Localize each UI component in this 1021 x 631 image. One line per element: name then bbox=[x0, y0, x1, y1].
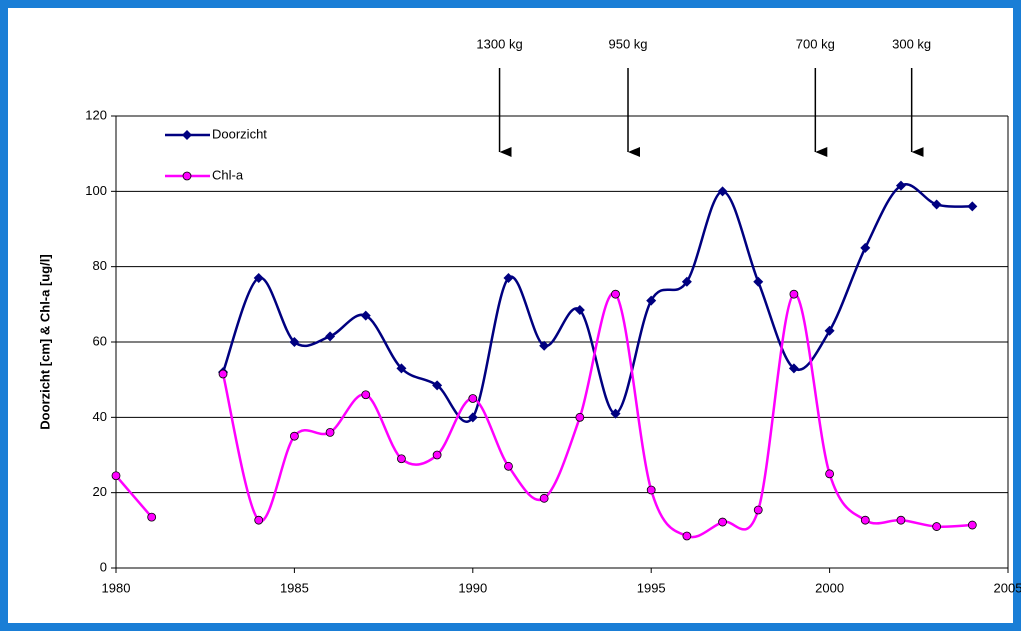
point bbox=[111, 471, 121, 481]
point bbox=[718, 517, 727, 527]
point bbox=[788, 363, 799, 374]
y-tick-label: 100 bbox=[85, 183, 107, 198]
point bbox=[825, 469, 834, 479]
point bbox=[574, 304, 585, 315]
point bbox=[397, 454, 406, 464]
annotation-label: 700 kg bbox=[796, 36, 835, 51]
point bbox=[218, 369, 228, 379]
legend-marker bbox=[182, 171, 192, 181]
legend-label: Doorzicht bbox=[212, 126, 267, 141]
point bbox=[753, 276, 764, 287]
point bbox=[289, 431, 299, 441]
point bbox=[503, 272, 514, 283]
point bbox=[539, 340, 550, 351]
y-tick-label: 40 bbox=[93, 409, 107, 424]
point bbox=[860, 242, 871, 253]
point bbox=[432, 380, 443, 391]
point bbox=[467, 412, 478, 423]
y-tick-label: 20 bbox=[93, 484, 107, 499]
series-line bbox=[221, 183, 973, 423]
y-tick-label: 60 bbox=[93, 333, 107, 348]
annotation-label: 1300 kg bbox=[476, 36, 522, 51]
annotation-label: 950 kg bbox=[608, 36, 647, 51]
point bbox=[932, 522, 942, 531]
y-tick-label: 80 bbox=[93, 258, 107, 273]
legend-marker bbox=[182, 130, 192, 140]
point bbox=[967, 201, 978, 212]
point bbox=[681, 276, 692, 287]
point bbox=[646, 295, 657, 306]
x-tick-label: 1990 bbox=[458, 580, 487, 595]
point bbox=[753, 505, 763, 515]
point bbox=[575, 412, 585, 422]
point bbox=[789, 289, 799, 299]
legend-label: Chl-a bbox=[212, 167, 244, 182]
point bbox=[610, 408, 621, 419]
point bbox=[824, 325, 835, 336]
x-tick-label: 2005 bbox=[994, 580, 1021, 595]
point bbox=[360, 310, 371, 321]
point bbox=[931, 199, 942, 210]
point bbox=[325, 331, 336, 342]
annotation-label: 300 kg bbox=[892, 36, 931, 51]
y-axis-label: Doorzicht [cm] & Chl-a [ug/l] bbox=[37, 254, 52, 430]
point bbox=[468, 394, 478, 403]
point bbox=[147, 512, 157, 522]
point bbox=[361, 390, 371, 400]
x-tick-label: 1985 bbox=[280, 580, 309, 595]
point bbox=[396, 363, 407, 374]
point bbox=[539, 493, 549, 503]
point bbox=[860, 515, 870, 525]
point bbox=[646, 485, 656, 495]
y-tick-label: 120 bbox=[85, 107, 107, 122]
y-tick-label: 0 bbox=[100, 559, 107, 574]
x-tick-label: 1980 bbox=[102, 580, 131, 595]
x-tick-label: 1995 bbox=[637, 580, 666, 595]
point bbox=[289, 337, 300, 347]
point bbox=[432, 450, 442, 460]
point bbox=[254, 515, 264, 525]
series-line bbox=[115, 474, 153, 518]
point bbox=[682, 531, 692, 541]
point bbox=[895, 180, 906, 191]
point bbox=[717, 186, 728, 197]
x-tick-label: 2000 bbox=[815, 580, 844, 595]
point bbox=[253, 272, 264, 283]
point bbox=[896, 515, 906, 525]
chart-area bbox=[8, 8, 1013, 623]
point bbox=[504, 461, 513, 471]
point bbox=[325, 427, 335, 437]
point bbox=[967, 520, 977, 530]
point bbox=[611, 289, 620, 299]
